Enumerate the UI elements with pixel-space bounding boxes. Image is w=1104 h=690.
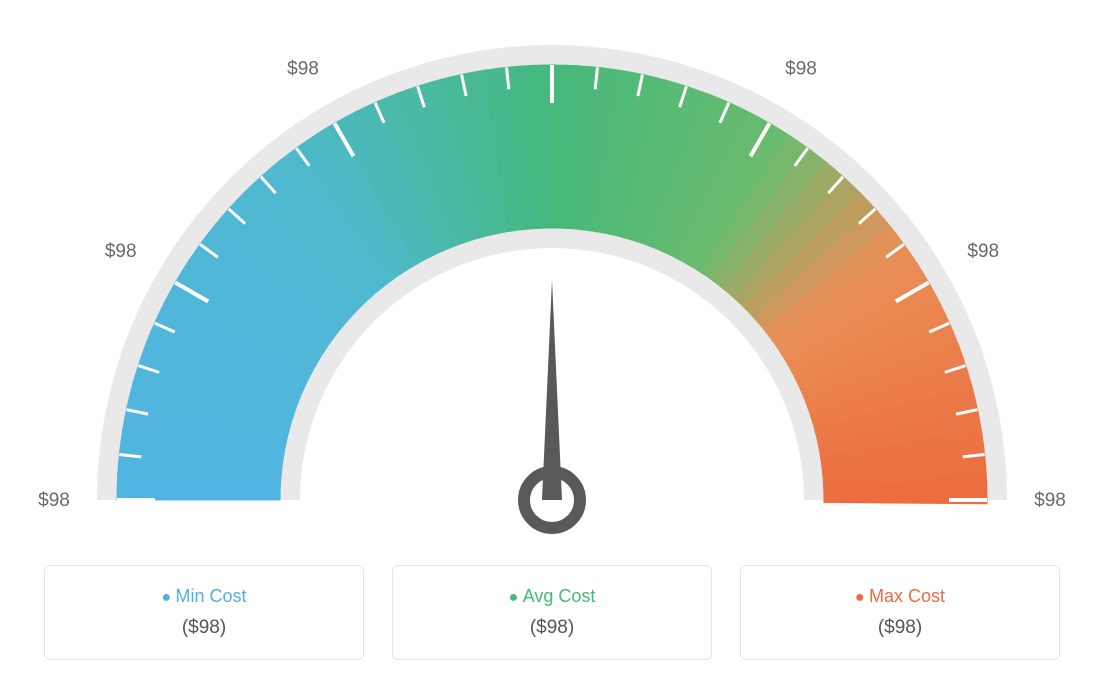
legend-box-avg: Avg Cost ($98) bbox=[392, 565, 712, 660]
gauge-tick-label: $98 bbox=[785, 59, 817, 80]
legend-value-max: ($98) bbox=[751, 617, 1049, 639]
legend-box-max: Max Cost ($98) bbox=[740, 565, 1060, 660]
gauge-tick-label: $98 bbox=[287, 59, 319, 80]
gauge-tick-label: $98 bbox=[105, 241, 137, 262]
legend-value-min: ($98) bbox=[55, 617, 353, 639]
legend-label-min: Min Cost bbox=[55, 586, 353, 607]
gauge-tick-label: $98 bbox=[967, 241, 999, 262]
legend-value-avg: ($98) bbox=[403, 617, 701, 639]
gauge-svg: $98$98$98$98$98$98$98 bbox=[32, 30, 1072, 570]
gauge: $98$98$98$98$98$98$98 bbox=[32, 30, 1072, 575]
gauge-chart-container: { "gauge": { "type": "gauge", "width_px"… bbox=[0, 0, 1104, 690]
legend-label-avg: Avg Cost bbox=[403, 586, 701, 607]
legend-row: Min Cost ($98) Avg Cost ($98) Max Cost ($98) bbox=[0, 565, 1104, 660]
legend-label-max: Max Cost bbox=[751, 586, 1049, 607]
gauge-tick-label: $98 bbox=[1034, 490, 1066, 511]
gauge-tick-label: $98 bbox=[38, 490, 70, 511]
legend-box-min: Min Cost ($98) bbox=[44, 565, 364, 660]
